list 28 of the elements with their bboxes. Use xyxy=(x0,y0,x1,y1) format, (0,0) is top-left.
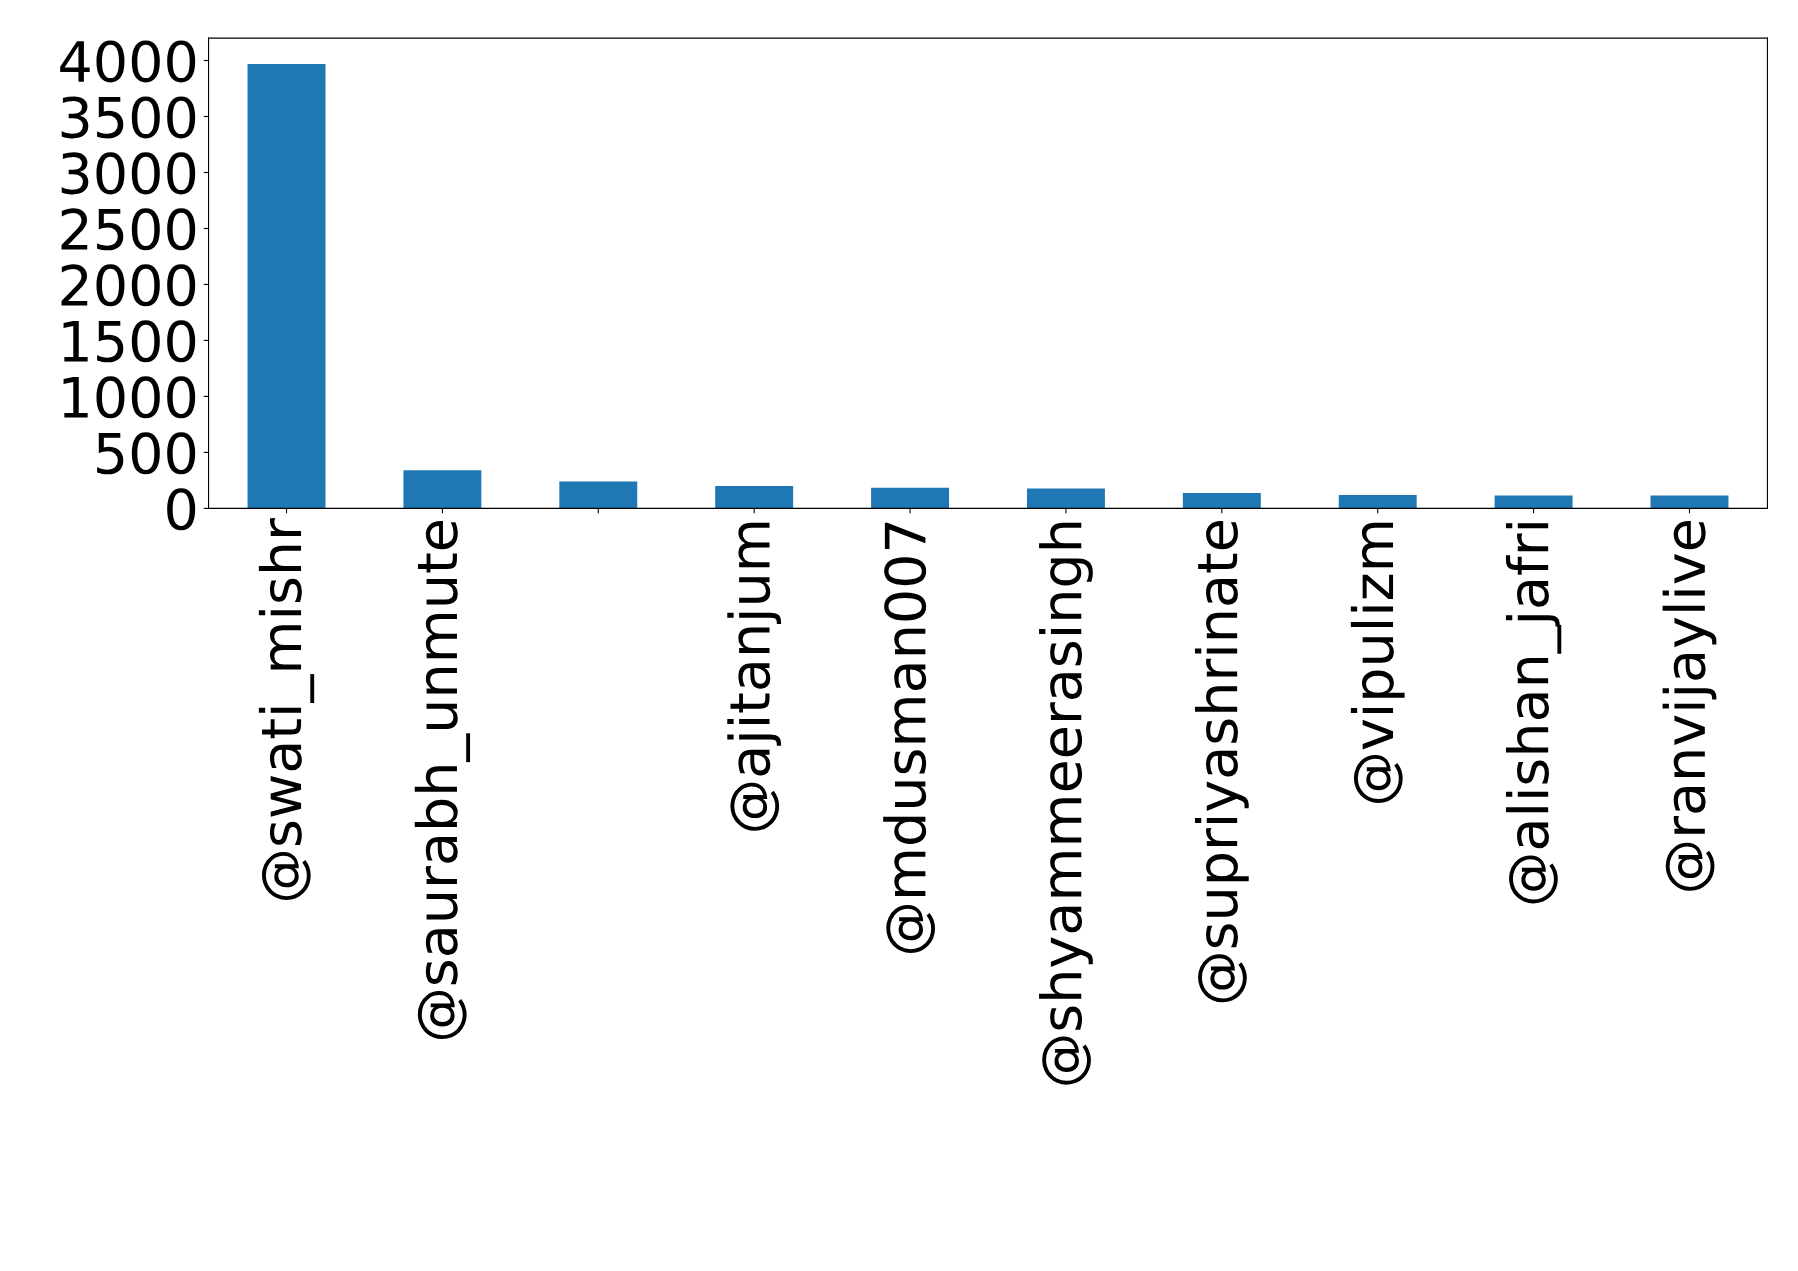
x-tick-label: @shyammeerasingh xyxy=(1039,522,1093,1085)
y-tick-label: 3500 xyxy=(61,96,196,139)
bar xyxy=(1338,494,1417,509)
x-tick-label: @alishan_jafri xyxy=(1505,523,1562,904)
y-tick-label: 3000 xyxy=(61,152,196,195)
y-tick-label: 2000 xyxy=(61,264,196,307)
y-tick-label: 2500 xyxy=(61,208,196,251)
bar xyxy=(715,486,794,509)
y-tick-label: 1000 xyxy=(63,376,196,419)
y-tick-label: 0 xyxy=(167,488,196,531)
x-tick-label: @mdusman007 xyxy=(883,522,936,953)
bar xyxy=(403,470,482,509)
x-tick-label: @supriyashrinate xyxy=(1194,521,1249,1003)
y-tick-label: 1500 xyxy=(63,320,196,363)
bar xyxy=(559,481,638,509)
bar xyxy=(1182,492,1261,509)
x-tick-label: @ajitanjum xyxy=(727,522,782,831)
x-tick-label: @ranvijaylive xyxy=(1662,521,1717,891)
bar xyxy=(1494,495,1573,509)
bar xyxy=(247,63,326,509)
bar xyxy=(1026,488,1105,509)
y-tick-label: 500 xyxy=(97,432,196,475)
bar xyxy=(871,487,950,509)
y-tick-label: 4000 xyxy=(60,40,196,83)
x-tick-label: @vipulizm xyxy=(1350,522,1405,803)
bar xyxy=(1650,495,1729,509)
x-tick-label: @saurabh_unmute xyxy=(414,521,471,1040)
x-tick-label: @swati_mishr xyxy=(258,518,315,900)
